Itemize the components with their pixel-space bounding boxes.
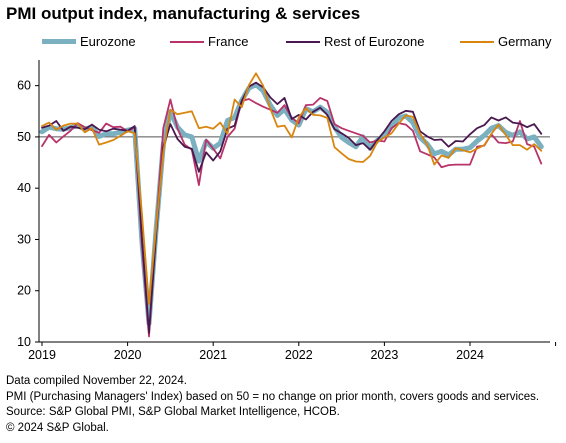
legend-item-france: France xyxy=(170,34,248,49)
y-tick-label: 40 xyxy=(17,181,31,195)
legend-label-france: France xyxy=(208,34,249,49)
y-tick-label: 20 xyxy=(17,284,31,298)
note-data-compiled: Data compiled November 22, 2024. xyxy=(6,375,187,387)
y-tick-label: 60 xyxy=(17,79,31,93)
x-tick-label: 2019 xyxy=(28,348,56,362)
axis-layer: 10 20 30 40 50 60 2019 2020 2021 2022 2023 2024 xyxy=(17,60,557,362)
x-tick-label: 2022 xyxy=(285,348,313,362)
x-tick-label: 2023 xyxy=(370,348,398,362)
note-copyright: © 2024 S&P Global. xyxy=(6,421,109,434)
chart-title: PMI output index, manufacturing & servic… xyxy=(6,4,361,23)
chart-legend: Eurozone France Rest of Eurozone Germany xyxy=(0,34,566,52)
legend-item-germany: Germany xyxy=(460,34,551,49)
note-source: Source: S&P Global PMI, S&P Global Marke… xyxy=(6,406,340,418)
y-tick-label: 30 xyxy=(17,232,31,246)
x-tick-label: 2020 xyxy=(114,348,142,362)
series-line-rest-of-eurozone xyxy=(41,81,543,334)
legend-swatch-germany xyxy=(460,40,494,43)
legend-label-rest-of-eurozone: Rest of Eurozone xyxy=(324,34,425,49)
x-tick-label: 2024 xyxy=(456,348,484,362)
legend-swatch-eurozone xyxy=(42,39,76,44)
chart-notes: Data compiled November 22, 2024. PMI (Pu… xyxy=(6,374,539,436)
legend-label-germany: Germany xyxy=(498,34,552,49)
legend-item-rest-of-eurozone: Rest of Eurozone xyxy=(286,34,424,49)
legend-swatch-france xyxy=(170,40,204,43)
legend-label-eurozone: Eurozone xyxy=(80,34,136,49)
series-line-eurozone xyxy=(39,82,544,326)
series-layer xyxy=(39,72,544,338)
y-tick-label: 10 xyxy=(17,335,31,349)
note-pmi-definition: PMI (Purchasing Managers' Index) based o… xyxy=(6,390,540,403)
y-tick-label: 50 xyxy=(17,130,31,144)
series-line-germany xyxy=(41,72,543,306)
legend-swatch-rest-of-eurozone xyxy=(286,40,320,43)
chart-plot: 10 20 30 40 50 60 2019 2020 2021 2022 2023 2024 xyxy=(17,60,557,362)
legend-item-eurozone: Eurozone xyxy=(42,34,136,49)
x-tick-label: 2021 xyxy=(199,348,227,362)
